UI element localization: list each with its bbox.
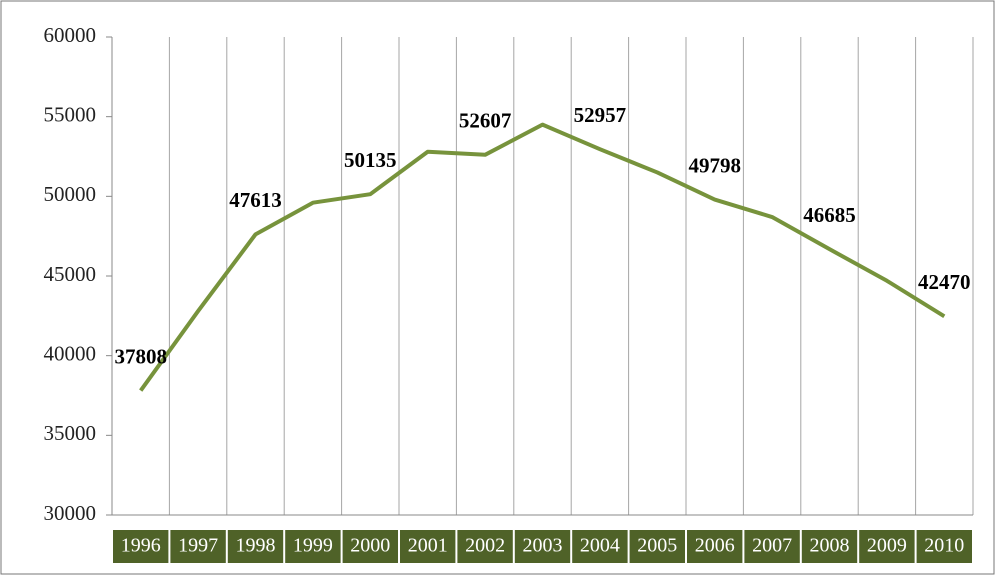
category-label-box	[514, 530, 571, 563]
data-label: 52607	[459, 109, 512, 133]
category-label-box	[916, 530, 972, 563]
y-tick-label: 45000	[44, 262, 97, 286]
category-label-box	[400, 530, 456, 563]
category-label-box	[342, 530, 398, 563]
y-tick-label: 50000	[44, 182, 97, 206]
category-label-box	[572, 530, 628, 563]
y-tick-label: 35000	[44, 421, 97, 445]
line-series	[139, 122, 946, 392]
x-tick-label: 2001	[408, 535, 448, 557]
data-label: 37808	[114, 344, 167, 368]
category-label-box	[744, 530, 800, 563]
y-tick-label: 60000	[44, 23, 97, 47]
category-label-box	[687, 530, 743, 563]
data-label: 47613	[229, 188, 282, 212]
category-label-box	[285, 530, 341, 563]
x-tick-label: 2009	[867, 535, 907, 557]
data-label: 42470	[918, 270, 971, 294]
x-tick-label: 2008	[810, 535, 850, 557]
y-tick-label: 40000	[44, 341, 97, 365]
category-label-box	[801, 530, 858, 563]
category-label-box	[629, 530, 685, 563]
category-label-box	[227, 530, 284, 563]
category-label-box	[170, 530, 226, 563]
category-label-box	[113, 530, 169, 563]
data-label: 49798	[688, 153, 741, 177]
data-label: 46685	[803, 203, 856, 227]
x-tick-label: 2005	[637, 535, 677, 557]
y-tick-label: 55000	[44, 102, 97, 126]
x-tick-label: 2000	[350, 535, 390, 557]
category-label-box	[859, 530, 915, 563]
x-tick-label: 1996	[121, 535, 161, 557]
x-tick-label: 1999	[293, 535, 333, 557]
x-tick-label: 1997	[178, 535, 218, 557]
x-tick-label: 2006	[695, 535, 735, 557]
y-tick-label: 30000	[44, 501, 97, 525]
x-tick-label: 2007	[752, 535, 792, 557]
data-label: 52957	[574, 103, 627, 127]
x-tick-label: 2002	[465, 535, 505, 557]
data-label: 50135	[344, 148, 397, 172]
x-tick-label: 2004	[580, 535, 620, 557]
x-tick-label: 1998	[236, 535, 276, 557]
x-tick-label: 2003	[523, 535, 563, 557]
x-tick-label: 2010	[924, 535, 964, 557]
category-label-box	[457, 530, 513, 563]
